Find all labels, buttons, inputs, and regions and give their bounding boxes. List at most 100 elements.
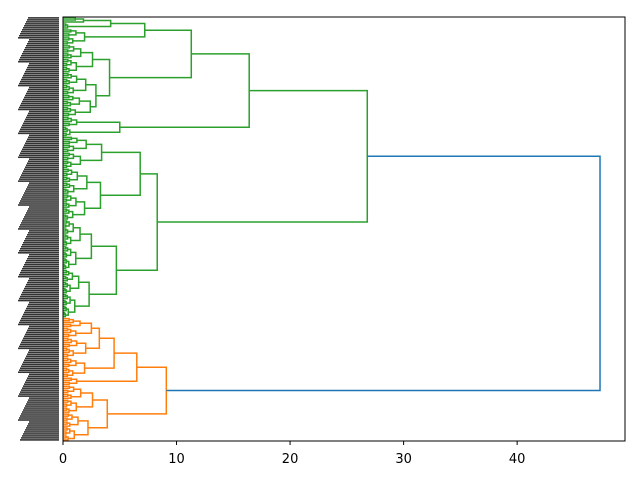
dendrogram-link xyxy=(67,46,75,52)
leaf-label xyxy=(21,198,59,200)
leaf-label xyxy=(27,401,59,403)
leaf-label xyxy=(23,409,59,411)
dendrogram-link xyxy=(84,22,146,38)
dendrogram-link xyxy=(119,53,250,128)
dendrogram-link xyxy=(66,284,71,292)
leaf-label xyxy=(28,112,59,115)
dendrogram-link xyxy=(63,311,66,316)
dendrogram-link xyxy=(63,343,70,348)
dendrogram-link xyxy=(63,417,68,421)
leaf-label xyxy=(22,29,59,31)
leaf-label xyxy=(20,33,59,35)
leaf-label xyxy=(22,148,59,151)
leaf-label xyxy=(28,17,59,19)
dendrogram-link xyxy=(63,347,68,352)
leaf-label xyxy=(27,329,59,332)
dendrogram-link xyxy=(63,112,70,117)
leaf-label xyxy=(25,238,59,240)
dendrogram-link xyxy=(68,62,78,71)
leaf-label xyxy=(22,196,59,198)
dendrogram-link xyxy=(63,271,70,276)
dendrogram-link xyxy=(68,299,76,313)
leaf-label xyxy=(27,138,59,141)
leaf-label xyxy=(19,321,59,324)
dendrogram-link xyxy=(63,373,69,378)
leaf-label xyxy=(23,98,59,101)
dendrogram-link xyxy=(116,173,158,271)
leaf-label xyxy=(26,21,59,23)
dendrogram-link xyxy=(63,67,68,71)
leaf-label xyxy=(22,124,59,127)
dendrogram-link xyxy=(63,168,69,173)
leaf-label xyxy=(20,152,59,155)
leaf-label xyxy=(26,140,59,143)
dendrogram-link xyxy=(70,155,82,166)
dendrogram-link xyxy=(63,37,70,41)
dendrogram-link xyxy=(74,420,89,436)
leaf-label xyxy=(18,60,59,63)
dendrogram-link xyxy=(63,306,67,312)
dendrogram-link xyxy=(70,275,80,289)
dendrogram-link xyxy=(67,386,75,392)
dendrogram-link xyxy=(63,59,69,63)
dendrogram-link xyxy=(69,119,78,126)
dendrogram-link xyxy=(63,220,68,224)
leaf-label xyxy=(27,257,59,260)
leaf-label xyxy=(28,184,59,186)
dendrogram-link xyxy=(75,100,91,114)
dendrogram-link xyxy=(63,94,70,99)
dendrogram-link xyxy=(69,75,78,83)
leaf-label xyxy=(23,194,59,196)
leaf-label xyxy=(25,23,59,25)
leaf-label xyxy=(23,170,59,172)
leaf-label xyxy=(23,27,59,29)
leaf-label xyxy=(26,403,59,405)
dendrogram-link xyxy=(76,51,94,68)
leaf-label xyxy=(19,345,59,348)
dendrogram-link xyxy=(63,348,70,354)
leaf-label xyxy=(29,421,59,423)
leaf-label xyxy=(20,343,59,346)
leaf-label xyxy=(25,285,59,288)
dendrogram-link xyxy=(63,23,67,27)
leaf-label xyxy=(26,44,59,47)
leaf-label xyxy=(28,136,59,139)
leaf-label xyxy=(24,287,59,290)
dendrogram-link xyxy=(63,299,66,304)
leaf-label xyxy=(25,309,59,312)
leaf-label xyxy=(29,373,59,376)
leaf-label xyxy=(22,100,59,103)
leaf-label xyxy=(22,52,59,55)
leaf-label xyxy=(24,431,59,433)
dendrogram-link xyxy=(66,236,72,245)
leaf-label xyxy=(24,335,59,338)
leaf-label xyxy=(22,387,59,389)
leaf-label xyxy=(28,208,59,210)
leaf-label xyxy=(24,144,59,147)
leaf-label xyxy=(18,37,59,39)
leaf-label xyxy=(19,249,59,252)
leaf-label xyxy=(25,46,59,49)
dendrogram-link xyxy=(70,48,82,58)
dendrogram-link xyxy=(63,90,69,95)
leaf-label xyxy=(27,19,59,21)
dendrogram-link xyxy=(63,33,70,37)
leaf-label xyxy=(27,305,59,308)
leaf-label xyxy=(25,429,59,431)
leaf-label xyxy=(19,35,59,37)
leaf-label xyxy=(25,142,59,145)
leaf-label xyxy=(28,40,59,43)
leaf-label xyxy=(20,224,59,226)
dendrogram-link xyxy=(73,175,88,190)
dendrogram-link xyxy=(63,85,70,91)
leaf-label xyxy=(29,62,59,65)
dendrogram-link xyxy=(63,202,68,206)
dendrogram-link xyxy=(63,353,69,358)
leaf-label xyxy=(20,271,59,274)
leaf-label xyxy=(21,269,59,272)
leaf-label xyxy=(19,393,59,395)
leaf-label xyxy=(27,186,59,188)
dendrogram-link xyxy=(63,294,68,300)
dendrogram-link xyxy=(74,281,90,307)
leaf-label xyxy=(18,299,59,302)
